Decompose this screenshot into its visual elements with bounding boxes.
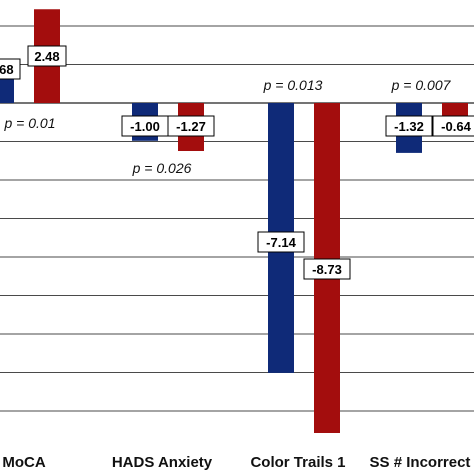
bar-blue-0 [0, 77, 14, 103]
bars [0, 9, 468, 433]
value-label: 2.48 [27, 45, 67, 67]
gridlines [0, 25, 474, 412]
category-label: MoCA [2, 454, 45, 471]
value-label-text: -7.14 [266, 235, 296, 250]
value-labels: 0.68 -1.00 -7.14 -1.32 2.48 -1.27 -8.73 -0.64 [0, 45, 474, 280]
value-label-box [385, 115, 433, 137]
value-label: -8.73 [303, 258, 351, 280]
category-label: HADS Anxiety [112, 454, 213, 471]
value-label-box [257, 231, 305, 253]
value-label-text: -1.32 [394, 119, 424, 134]
value-label-box [167, 115, 215, 137]
value-label-box [0, 58, 21, 80]
p-value-annotation: p = 0.026 [132, 160, 192, 176]
p-value-annotation: p = 0.01 [4, 115, 56, 131]
p-value-annotations: p = 0.01 p = 0.026 p = 0.013 p = 0.007 [4, 77, 452, 176]
value-label-box [303, 258, 351, 280]
value-label-text: -1.27 [176, 119, 206, 134]
value-label-text: -0.64 [441, 119, 471, 134]
value-label-box [432, 115, 474, 137]
value-label-text: -1.00 [130, 119, 160, 134]
value-label-text: 0.68 [0, 62, 14, 77]
value-label: -0.64 [432, 115, 474, 137]
value-label: -7.14 [257, 231, 305, 253]
value-label-text: 2.48 [34, 49, 59, 64]
value-label: -1.27 [167, 115, 215, 137]
p-value-annotation: p = 0.013 [263, 77, 323, 93]
value-label-text: -8.73 [312, 262, 342, 277]
value-label: -1.32 [385, 115, 433, 137]
category-labels: MoCA HADS Anxiety Color Trails 1 SS # Incor… [2, 454, 470, 471]
category-label: Color Trails 1 [250, 454, 345, 471]
value-label: 0.68 [0, 58, 21, 80]
value-label-box [27, 45, 67, 67]
value-label: -1.00 [121, 115, 169, 137]
p-value-annotation: p = 0.007 [391, 77, 452, 93]
category-label: SS # Incorrect [370, 454, 471, 471]
